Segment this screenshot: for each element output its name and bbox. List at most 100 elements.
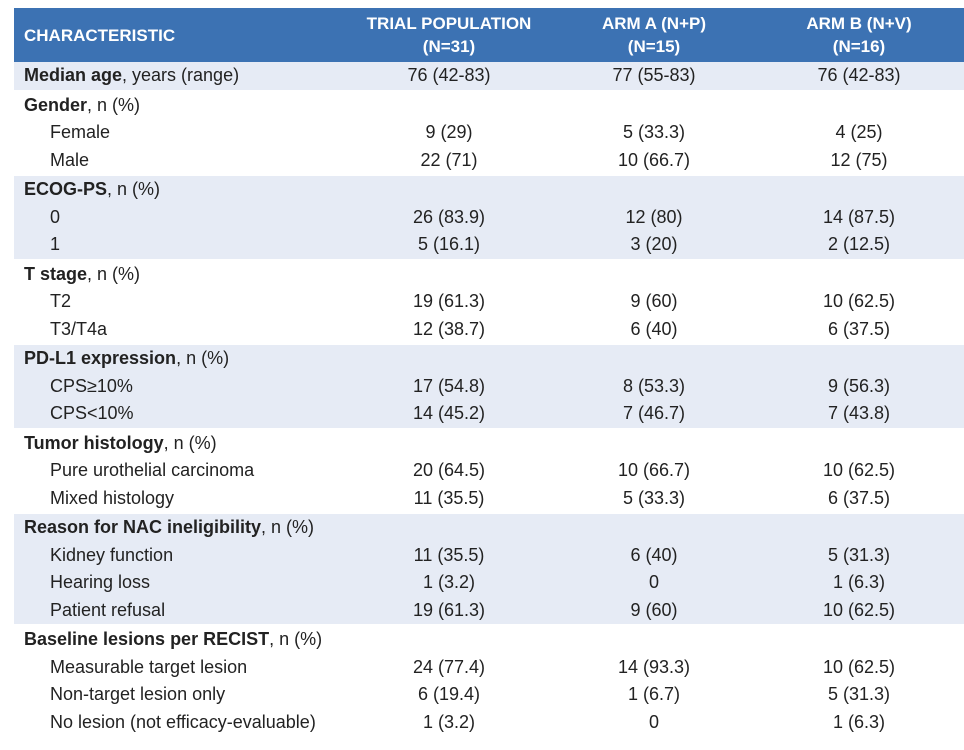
value-cell [754, 174, 964, 204]
value-cell [554, 89, 754, 119]
value-cell: 12 (38.7) [412, 318, 486, 339]
group-label: ECOG-PS, n (%) [14, 174, 344, 204]
group-label: Median age, years (range) [14, 62, 344, 91]
value-cell: 76 (42-83) [344, 62, 554, 91]
value-cell [554, 174, 754, 204]
value-cell: 5 (31.3) [754, 541, 964, 569]
header-characteristic: CHARACTERISTIC [14, 8, 344, 62]
group-suffix: , n (%) [87, 263, 141, 284]
characteristics-table-container: CHARACTERISTIC TRIAL POPULATION (N=31) A… [14, 8, 964, 736]
value-cell: 6 (40) [630, 318, 678, 339]
row-label: Hearing loss [14, 569, 344, 597]
group-suffix: , n (%) [176, 348, 230, 368]
value-cell: 9 (56.3) [754, 372, 964, 400]
header-trial-population: TRIAL POPULATION (N=31) [344, 8, 554, 62]
group-title: ECOG-PS [24, 179, 108, 199]
value-cell: 9 (60) [554, 596, 754, 625]
row-label: Female [50, 122, 111, 142]
group-suffix: , n (%) [163, 432, 217, 453]
value-cell: 2 (12.5) [754, 231, 964, 260]
value-cell [754, 258, 964, 288]
value-cell: 1 (6.3) [754, 569, 964, 597]
row-label: CPS≥10% [14, 372, 344, 400]
header-arm-b: ARM B (N+V) (N=16) [754, 8, 964, 62]
group-header-row: ECOG-PS, n (%) [14, 174, 964, 204]
header-arm-a: ARM A (N+P) (N=15) [554, 8, 754, 62]
group-header-row: Median age, years (range) 76 (42-83) 77 (5… [14, 62, 964, 91]
header-arm-a-title: ARM A (N+P) [601, 14, 707, 33]
value-cell: 20 (64.5) [412, 460, 486, 480]
group-title: PD-L1 expression [24, 348, 177, 368]
value-cell [554, 258, 754, 288]
row-label: Kidney function [14, 541, 344, 569]
row-label: Measurable target lesion [50, 656, 248, 677]
value-cell: 11 (35.5) [413, 487, 485, 508]
value-cell [344, 343, 554, 373]
table-header: CHARACTERISTIC TRIAL POPULATION (N=31) A… [14, 8, 964, 62]
value-cell: 12 (75) [830, 149, 888, 170]
value-cell: 19 (61.3) [344, 596, 554, 625]
baseline-characteristics-table: CHARACTERISTIC TRIAL POPULATION (N=31) A… [14, 8, 964, 736]
value-cell [754, 343, 964, 373]
value-cell: 6 (37.5) [827, 487, 891, 508]
group-label: PD-L1 expression, n (%) [14, 343, 344, 373]
value-cell: 7 (46.7) [554, 400, 754, 429]
group-title: Reason for NAC ineligibility [24, 517, 262, 537]
header-trial-population-n: (N=31) [422, 37, 476, 56]
value-cell [344, 258, 554, 288]
group-title: Baseline lesions per RECIST [24, 629, 270, 649]
table-row: CPS<10% 14 (45.2) 7 (46.7) 7 (43.8) [14, 400, 964, 429]
group-suffix: , n (%) [107, 179, 161, 199]
table-row: 0 26 (83.9) 12 (80) 14 (87.5) [14, 203, 964, 231]
value-cell: 76 (42-83) [754, 62, 964, 91]
group-header-row: Baseline lesions per RECIST, n (%) [14, 624, 964, 654]
value-cell: 0 [554, 569, 754, 597]
value-cell: 24 (77.4) [412, 656, 486, 677]
value-cell: 22 (71) [420, 149, 478, 170]
table-row: Kidney function 11 (35.5) 6 (40) 5 (31.3) [14, 541, 964, 569]
value-cell: 17 (54.8) [344, 372, 554, 400]
table-row: Pure urothelial carcinoma 20 (64.5) 10 (66… [14, 457, 964, 485]
group-label: Tumor histology, n (%) [14, 427, 344, 457]
value-cell: 0 [648, 711, 659, 732]
row-label: Male [50, 149, 90, 170]
row-label: Mixed histology [50, 487, 175, 508]
value-cell [344, 174, 554, 204]
table-body: Median age, years (range) 76 (42-83) 77 (5… [14, 62, 964, 736]
group-label: T stage, n (%) [14, 258, 344, 288]
group-suffix: , n (%) [261, 517, 315, 537]
group-title: T stage [24, 263, 88, 284]
value-cell [754, 512, 964, 542]
value-cell [754, 427, 964, 457]
header-arm-b-title: ARM B (N+V) [806, 14, 912, 33]
row-label: 1 [14, 231, 344, 260]
row-label: Pure urothelial carcinoma [50, 460, 255, 480]
value-cell: 8 (53.3) [554, 372, 754, 400]
value-cell [344, 89, 554, 119]
table-row: Patient refusal 19 (61.3) 9 (60) 10 (62.5) [14, 596, 964, 625]
header-trial-population-title: TRIAL POPULATION [366, 14, 532, 33]
value-cell [554, 343, 754, 373]
group-header-row: PD-L1 expression, n (%) [14, 343, 964, 373]
group-header-row: Reason for NAC ineligibility, n (%) [14, 512, 964, 542]
value-cell: 1 (6.3) [832, 711, 886, 732]
header-row: CHARACTERISTIC TRIAL POPULATION (N=31) A… [14, 8, 964, 62]
value-cell: 1 (6.7) [627, 684, 681, 704]
row-label: No lesion (not efficacy-evaluable) [50, 711, 316, 732]
value-cell: 77 (55-83) [554, 62, 754, 91]
value-cell [554, 624, 754, 654]
value-cell: 10 (62.5) [754, 596, 964, 625]
value-cell [344, 512, 554, 542]
value-cell: 10 (62.5) [822, 460, 896, 480]
group-label: Gender, n (%) [14, 89, 344, 119]
group-header-row: Gender, n (%) [14, 89, 964, 119]
value-cell: 5 (16.1) [344, 231, 554, 260]
group-title: Gender [24, 94, 88, 115]
table-row: Non-target lesion only 6 (19.4) 1 (6.7) 5 (… [14, 681, 964, 709]
value-cell: 9 (29) [425, 122, 473, 142]
group-header-row: T stage, n (%) [14, 258, 964, 288]
value-cell: 6 (37.5) [827, 318, 891, 339]
table-row: T2 19 (61.3) 9 (60) 10 (62.5) [14, 288, 964, 316]
group-suffix: , years (range) [122, 65, 240, 85]
